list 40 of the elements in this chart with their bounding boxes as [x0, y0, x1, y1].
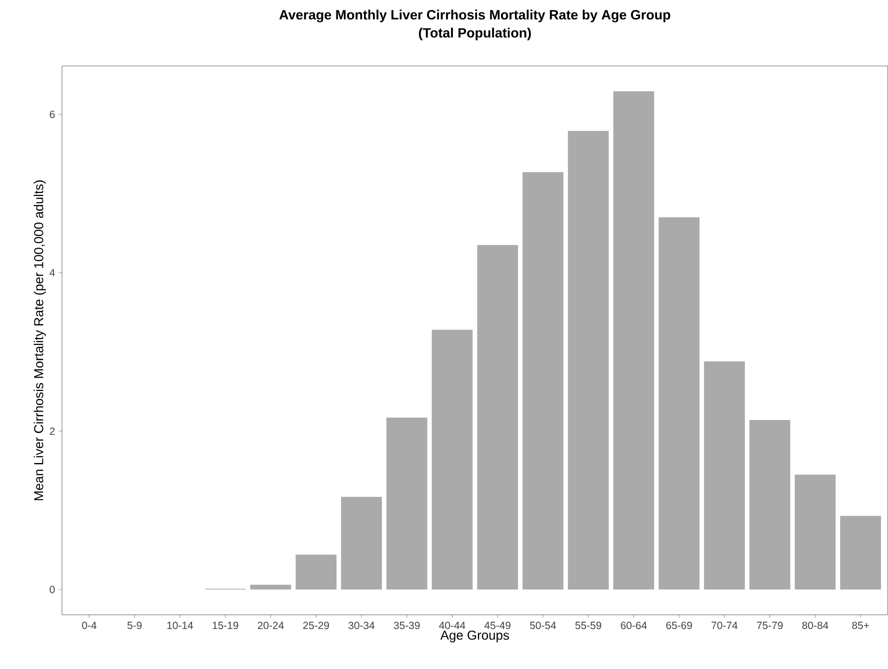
y-tick-label: 2	[50, 428, 55, 435]
x-tick-label: 70-74	[712, 622, 738, 630]
x-tick-label: 65-69	[666, 622, 692, 630]
x-tick-label: 50-54	[530, 622, 556, 630]
bar	[704, 361, 745, 590]
chart-subtitle: (Total Population)	[418, 28, 531, 40]
x-tick-label: 75-79	[756, 622, 783, 630]
bar	[794, 474, 836, 590]
x-tick-label: 30-34	[348, 622, 375, 630]
bar	[386, 418, 428, 590]
x-tick-label: 0-4	[82, 622, 96, 630]
x-tick-label: 15-19	[212, 622, 238, 630]
x-tick-label: 60-64	[620, 622, 647, 630]
x-tick-label: 35-39	[394, 622, 420, 630]
x-tick-label: 10-14	[167, 622, 194, 630]
x-tick-label: 25-29	[303, 622, 329, 630]
x-tick-label: 20-24	[258, 622, 284, 630]
chart-title: Average Monthly Liver Cirrhosis Mortality Rate by Age Group	[279, 10, 670, 22]
bar	[477, 245, 518, 590]
bar	[749, 420, 790, 590]
y-tick-label: 4	[50, 269, 55, 276]
bar	[568, 130, 609, 590]
x-tick-label: 85+	[852, 622, 869, 630]
x-axis-title: Age Groups	[440, 630, 509, 642]
x-tick-label: 55-59	[575, 622, 602, 630]
bar	[432, 330, 473, 590]
y-axis-title: Mean Liver Cirrhosis Mortality Rate (per 100,000 adults)	[34, 180, 46, 500]
x-tick-label: 45-49	[484, 622, 510, 630]
bar	[296, 554, 337, 590]
bar	[840, 516, 881, 590]
bar	[658, 217, 700, 590]
bar	[522, 172, 564, 590]
y-tick-label: 6	[50, 110, 55, 118]
bar	[613, 91, 654, 590]
bar	[250, 584, 292, 590]
x-tick-label: 80-84	[802, 622, 828, 630]
x-tick-label: 40-44	[439, 622, 466, 630]
y-tick-label: 0	[50, 586, 55, 594]
bar	[341, 496, 382, 590]
x-tick-label: 5-9	[127, 622, 142, 630]
